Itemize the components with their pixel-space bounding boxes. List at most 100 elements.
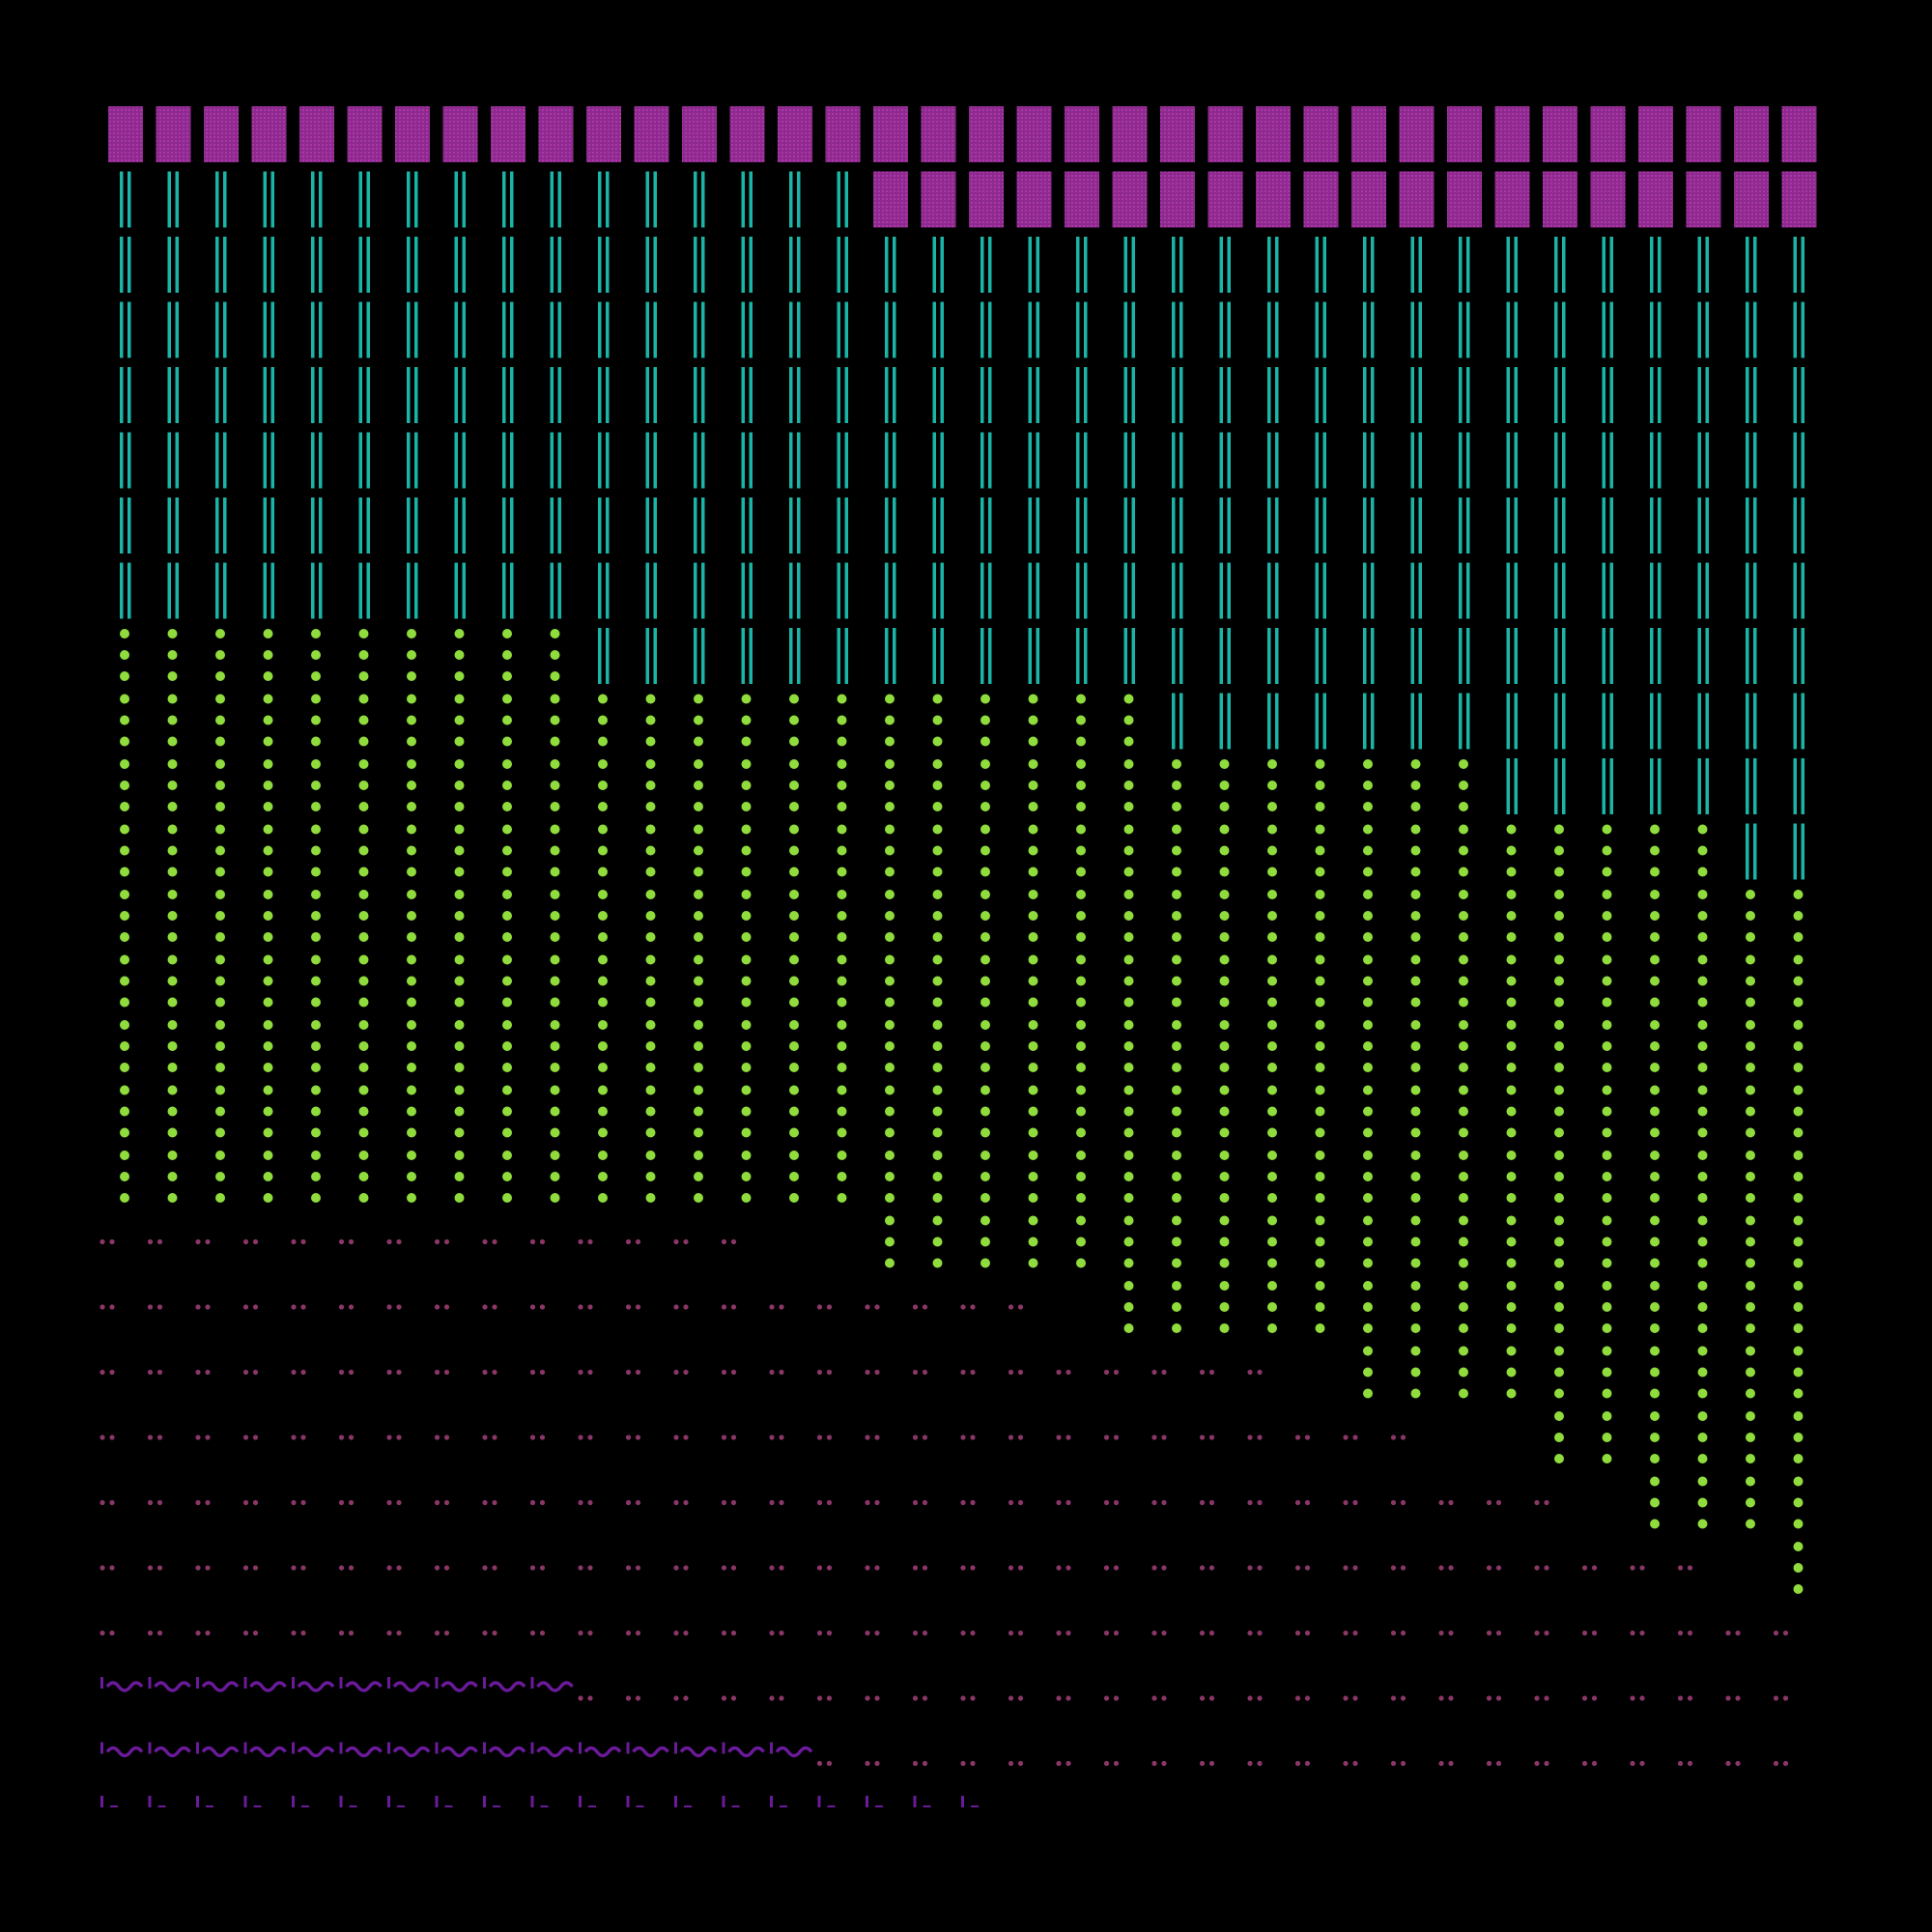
glyph-bars (837, 171, 848, 228)
glyph-pairs (386, 1565, 402, 1571)
glyph-bars (980, 301, 992, 358)
glyph-pairs (673, 1435, 689, 1440)
glyph-pairs (386, 1369, 402, 1376)
glyph-dots (454, 694, 465, 747)
glyph-bars (1602, 562, 1613, 619)
glyph-dots (263, 954, 273, 1008)
glyph-dots (1363, 759, 1373, 811)
glyph-dots (932, 1215, 943, 1268)
glyph-bars (550, 367, 561, 423)
glyph-dots (932, 890, 943, 942)
glyph-bars (1697, 562, 1709, 619)
glyph-bars (1219, 562, 1231, 619)
glyph-block (1494, 171, 1530, 228)
glyph-dots (1028, 1020, 1038, 1072)
glyph-bars (885, 432, 896, 489)
glyph-block (156, 106, 191, 162)
glyph-bars (1746, 432, 1757, 489)
glyph-pairs (195, 1565, 211, 1571)
glyph-dots (694, 759, 703, 811)
glyph-pairs (195, 1630, 211, 1636)
glyph-block (921, 106, 956, 162)
glyph-block (778, 106, 812, 162)
glyph-bars (645, 497, 657, 554)
glyph-dots (980, 694, 990, 747)
glyph-dots (1793, 1346, 1804, 1399)
glyph-dots (1315, 824, 1325, 877)
glyph-pairs (99, 1499, 115, 1506)
glyph-bars (1410, 237, 1422, 293)
glyph-block (1256, 171, 1291, 228)
glyph-pairs (865, 1499, 880, 1506)
glyph-bars (454, 432, 466, 489)
glyph-dots (789, 694, 799, 747)
glyph-dots (358, 824, 369, 877)
glyph-pairs (1199, 1760, 1215, 1767)
glyph-pairs (816, 1499, 833, 1506)
glyph-dots (694, 694, 703, 747)
glyph-dash (100, 1796, 118, 1807)
glyph-dots (1172, 824, 1181, 877)
glyph-dots (980, 1085, 990, 1138)
glyph-bars (1028, 367, 1039, 423)
glyph-dots (1554, 1085, 1564, 1138)
glyph-dots (1506, 890, 1517, 942)
glyph-dots (1793, 1411, 1804, 1463)
glyph-bars (1076, 497, 1088, 554)
glyph-bars (1172, 367, 1183, 423)
glyph-dots (120, 890, 129, 942)
glyph-dots (1650, 824, 1660, 877)
glyph-bars (358, 497, 370, 554)
glyph-bars (358, 301, 370, 358)
glyph-dots (1793, 1020, 1804, 1072)
glyph-dots (311, 694, 321, 747)
glyph-bars (1697, 758, 1709, 814)
glyph-pairs (1247, 1695, 1263, 1701)
glyph-pairs (99, 1304, 115, 1310)
glyph-pairs (578, 1499, 593, 1506)
glyph-bars (694, 171, 705, 228)
glyph-dots (980, 759, 990, 811)
glyph-dots (1793, 1215, 1804, 1268)
glyph-pairs (1103, 1760, 1120, 1767)
glyph-dots (1076, 954, 1086, 1008)
glyph-bars (1028, 432, 1039, 489)
glyph-bars (1602, 237, 1613, 293)
glyph-bars (454, 237, 466, 293)
glyph-pairs (1725, 1695, 1741, 1701)
glyph-bars (789, 432, 801, 489)
glyph-bars (1363, 562, 1375, 619)
glyph-dots (1267, 1085, 1277, 1138)
glyph-pairs (816, 1304, 833, 1310)
glyph-bars (1650, 562, 1662, 619)
glyph-bars (932, 367, 944, 423)
glyph-pairs (1151, 1435, 1167, 1440)
glyph-block (873, 106, 908, 162)
glyph-pairs (865, 1435, 880, 1440)
glyph-dots (550, 824, 560, 877)
glyph-pairs (147, 1630, 163, 1636)
glyph-dash (292, 1796, 309, 1807)
glyph-pairs (434, 1435, 450, 1440)
glyph-bars (263, 171, 274, 228)
glyph-bars (1506, 562, 1518, 619)
glyph-block (1543, 171, 1577, 228)
glyph-pairs (578, 1238, 593, 1245)
glyph-dots (454, 824, 465, 877)
glyph-dots (1315, 1085, 1325, 1138)
glyph-bars (167, 171, 179, 228)
glyph-dash (961, 1796, 979, 1807)
glyph-dots (1267, 1151, 1277, 1203)
glyph-dots (358, 954, 369, 1008)
glyph-pairs (195, 1499, 211, 1506)
glyph-bars (932, 237, 944, 293)
glyph-dots (598, 890, 608, 942)
glyph-bars (1602, 301, 1613, 358)
glyph-dots (1219, 1215, 1230, 1268)
glyph-pairs (1151, 1499, 1167, 1506)
glyph-dots (1219, 1281, 1230, 1333)
glyph-pairs (1390, 1695, 1406, 1701)
glyph-pairs (482, 1499, 497, 1506)
glyph-pairs (291, 1238, 306, 1245)
glyph-bars (1267, 301, 1279, 358)
